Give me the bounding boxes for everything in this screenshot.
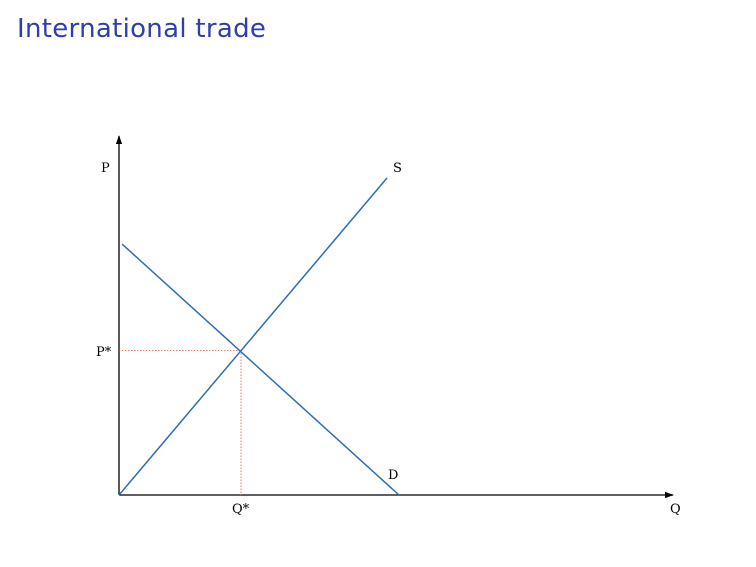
equilibrium-quantity-label: Q*	[232, 502, 250, 517]
x-axis-label: Q	[670, 502, 681, 517]
supply-curve-label: S	[393, 161, 402, 176]
equilibrium-price-label: P*	[96, 345, 112, 360]
demand-curve-label: D	[388, 468, 398, 483]
demand-curve	[121, 243, 400, 496]
slide-title: International trade	[17, 14, 267, 44]
supply-curve	[118, 177, 388, 496]
y-axis-label: P	[101, 161, 110, 176]
